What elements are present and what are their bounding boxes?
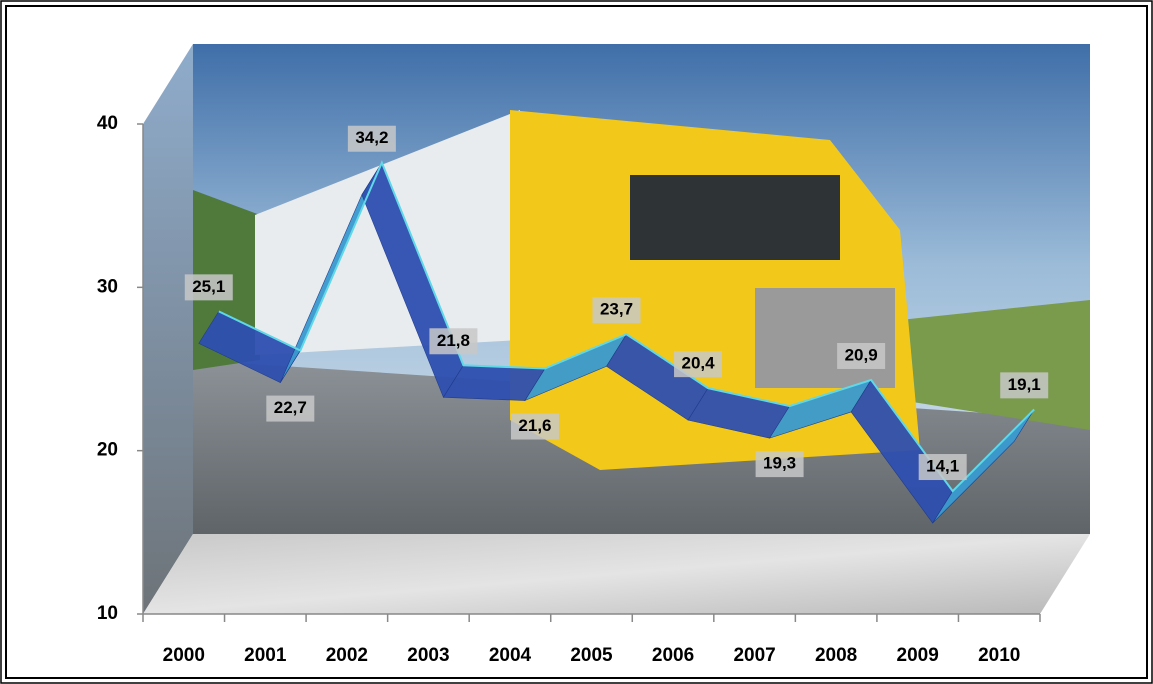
data-label: 22,7 (266, 395, 315, 422)
side-wall (143, 44, 193, 614)
data-label-text: 20,9 (845, 345, 878, 364)
x-tick-label: 2010 (978, 645, 1020, 666)
data-label-box (674, 351, 723, 378)
inner-frame (5, 5, 1148, 679)
data-label-box (837, 342, 886, 369)
data-label-text: 25,1 (192, 277, 225, 296)
floor (143, 534, 1090, 614)
x-tick-label: 2004 (489, 645, 532, 666)
data-label: 23,7 (592, 297, 641, 324)
x-tick-label: 2008 (815, 645, 857, 666)
x-tick-label: 2003 (407, 645, 449, 666)
x-tick-label: 2005 (570, 645, 613, 666)
data-label-box (592, 297, 641, 324)
data-label-box (429, 328, 478, 355)
data-label: 20,9 (837, 342, 886, 369)
data-label: 14,1 (918, 454, 967, 481)
data-label-box (1000, 372, 1049, 399)
x-tick-label: 2001 (244, 645, 287, 666)
data-label-text: 23,7 (600, 300, 633, 319)
data-label-box (755, 451, 804, 478)
data-label: 25,1 (184, 274, 233, 301)
x-tick-label: 2009 (897, 645, 939, 666)
y-tick-label: 40 (97, 113, 118, 134)
data-label: 21,6 (510, 413, 559, 440)
y-tick-label: 20 (97, 440, 118, 461)
data-label-text: 22,7 (274, 398, 307, 417)
data-label-box (266, 395, 315, 422)
y-tick-label: 10 (97, 603, 118, 624)
data-label-box (184, 274, 233, 301)
x-tick-label: 2007 (733, 645, 775, 666)
data-label: 20,4 (674, 351, 723, 378)
x-tick-label: 2000 (163, 645, 205, 666)
line-top-edge (218, 160, 1035, 493)
truck-grille (755, 288, 895, 388)
data-label: 34,2 (347, 125, 396, 152)
data-label-text: 21,6 (518, 416, 551, 435)
y-tick-label: 30 (97, 276, 118, 297)
data-label-text: 20,4 (681, 354, 715, 373)
data-label-text: 14,1 (926, 457, 959, 476)
truck-windshield (630, 175, 840, 260)
data-label: 21,8 (429, 328, 478, 355)
data-label: 19,1 (1000, 372, 1049, 399)
x-tick-label: 2006 (652, 645, 694, 666)
data-label-box (510, 413, 559, 440)
data-label-text: 19,1 (1008, 375, 1041, 394)
data-label-text: 34,2 (355, 128, 388, 147)
data-label: 19,3 (755, 451, 804, 478)
data-label-text: 19,3 (763, 454, 796, 473)
data-label-text: 21,8 (437, 331, 470, 350)
data-label-box (347, 125, 396, 152)
x-tick-label: 2002 (326, 645, 368, 666)
data-label-box (918, 454, 967, 481)
background (143, 44, 1090, 614)
